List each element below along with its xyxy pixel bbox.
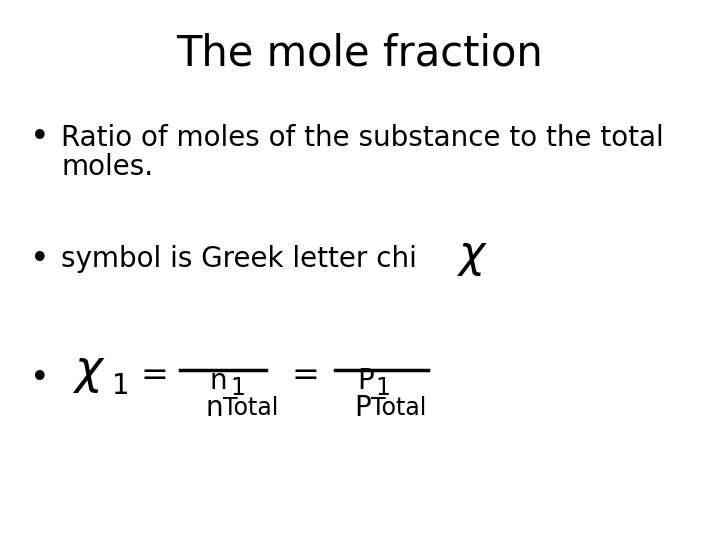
- Text: moles.: moles.: [61, 153, 153, 181]
- Text: P: P: [358, 367, 374, 395]
- Text: n: n: [210, 367, 227, 395]
- Text: =: =: [292, 359, 320, 392]
- Text: Total: Total: [223, 396, 279, 420]
- Text: 1: 1: [230, 376, 246, 400]
- Text: •: •: [30, 242, 50, 276]
- Text: $\chi$: $\chi$: [457, 235, 489, 278]
- Text: •: •: [30, 361, 50, 395]
- Text: 1: 1: [376, 376, 391, 400]
- Text: •: •: [30, 121, 50, 154]
- Text: Ratio of moles of the substance to the total: Ratio of moles of the substance to the t…: [61, 124, 664, 152]
- Text: n: n: [206, 394, 223, 422]
- Text: The mole fraction: The mole fraction: [176, 33, 544, 75]
- Text: $\chi$: $\chi$: [72, 350, 106, 395]
- Text: P: P: [354, 394, 371, 422]
- Text: Total: Total: [371, 396, 426, 420]
- Text: symbol is Greek letter chi: symbol is Greek letter chi: [61, 245, 417, 273]
- Text: =: =: [140, 359, 168, 392]
- Text: 1: 1: [112, 372, 129, 400]
